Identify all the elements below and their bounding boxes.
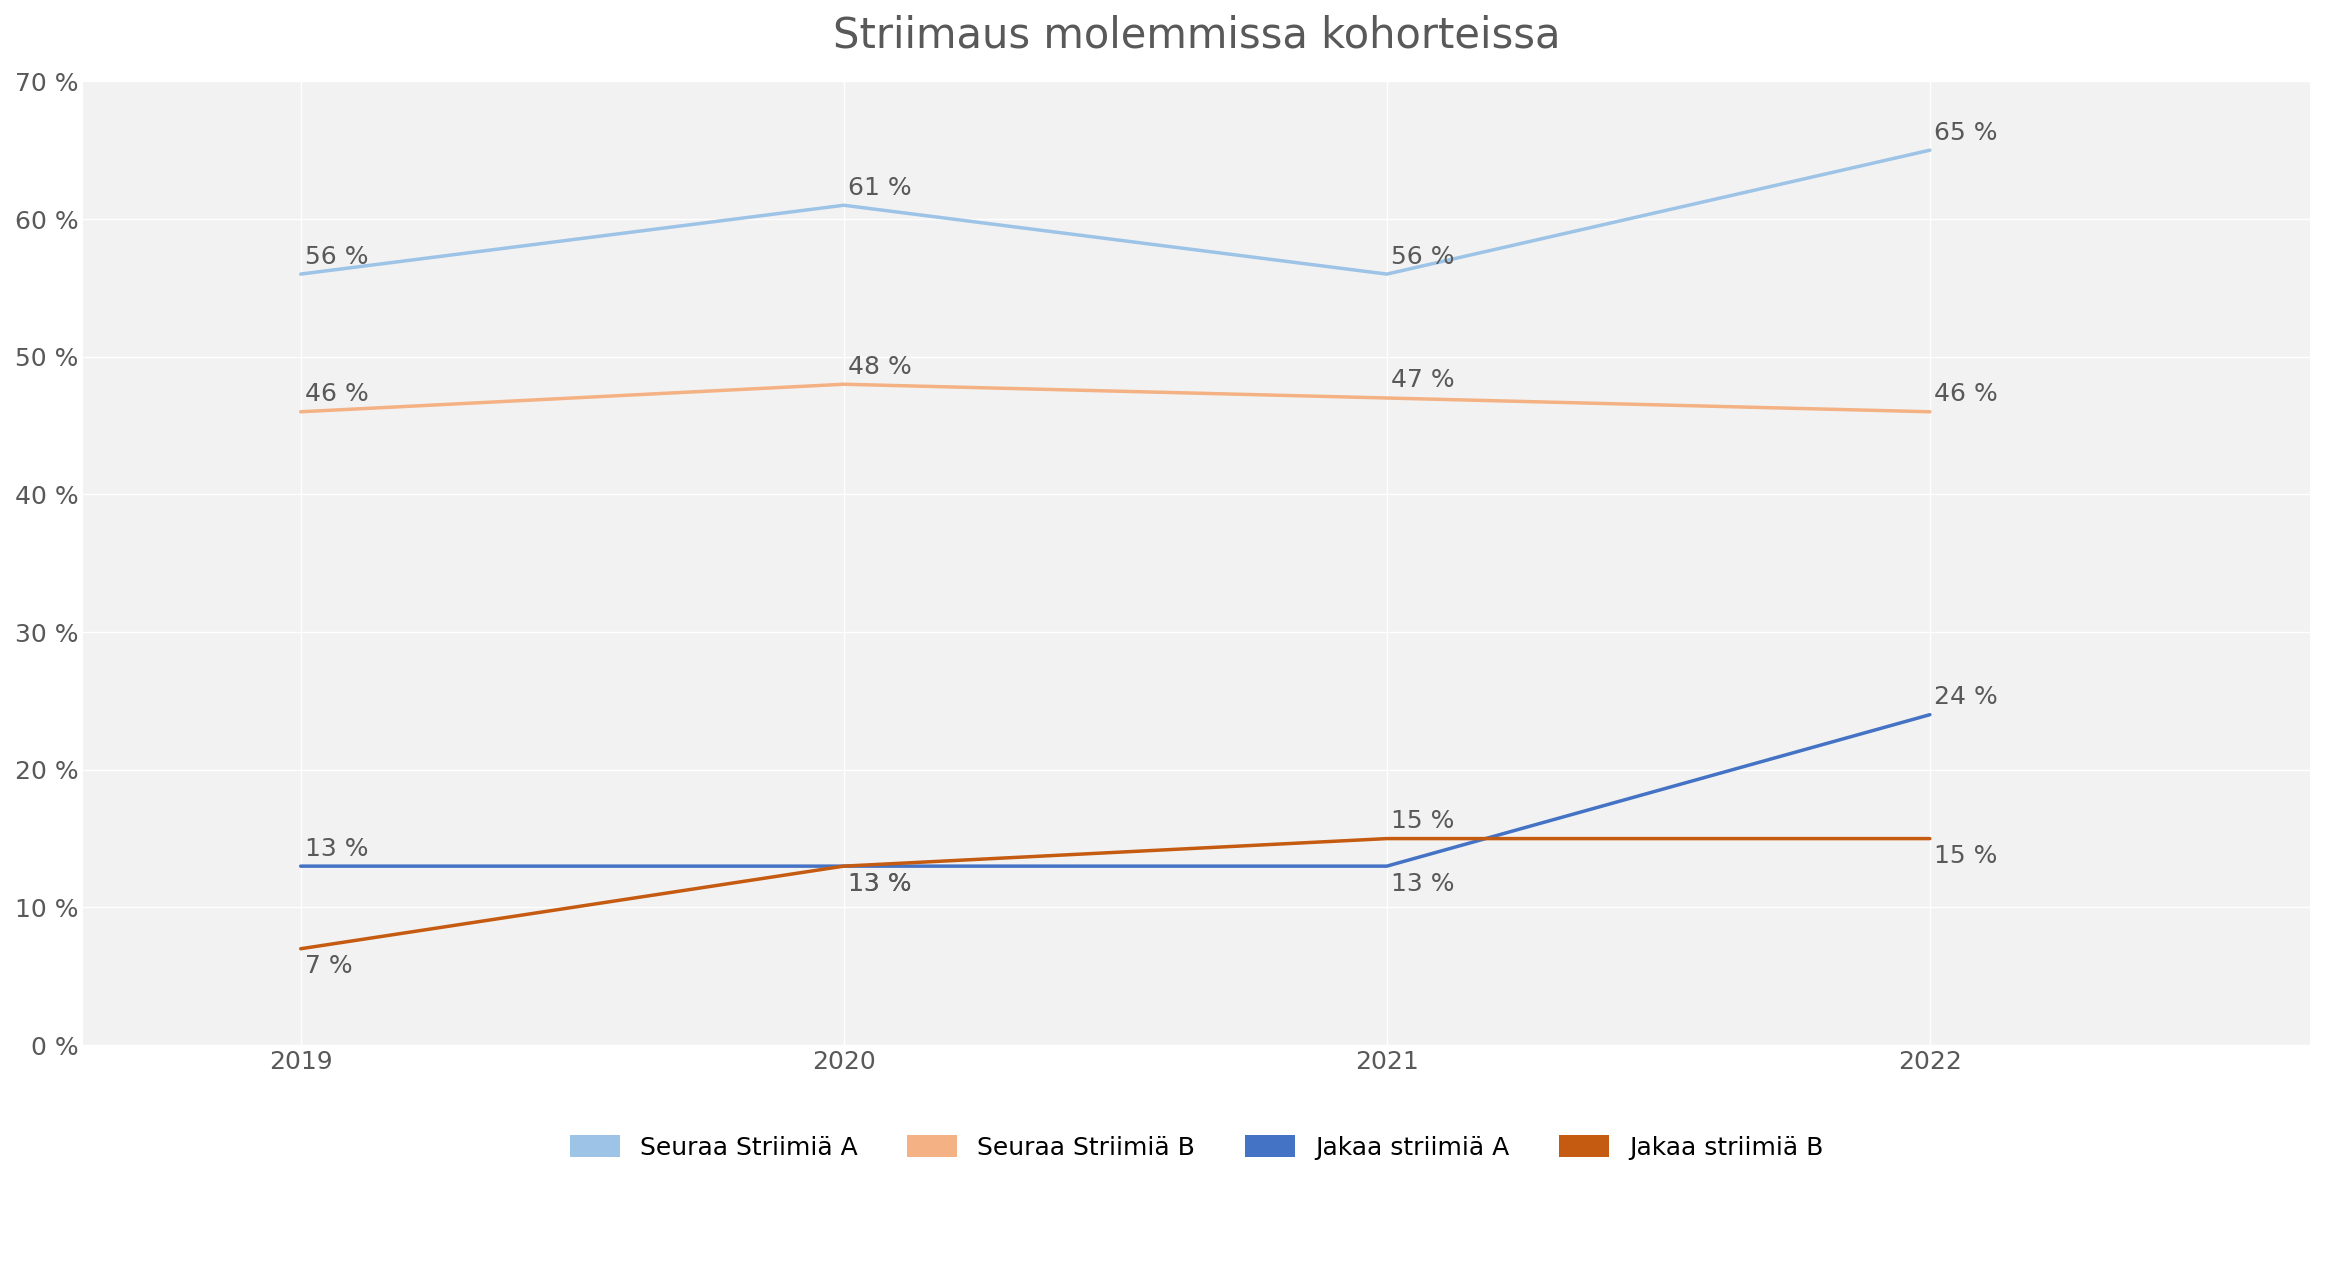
Line: Seuraa Striimiä B: Seuraa Striimiä B bbox=[300, 385, 1930, 412]
Seuraa Striimiä A bbox=[1916, 142, 1944, 158]
Text: 65 %: 65 % bbox=[1934, 121, 1997, 145]
Jakaa striimiä B bbox=[286, 941, 314, 956]
Text: 13 %: 13 % bbox=[849, 871, 911, 895]
Legend: Seuraa Striimiä A, Seuraa Striimiä B, Jakaa striimiä A, Jakaa striimiä B: Seuraa Striimiä A, Seuraa Striimiä B, Ja… bbox=[560, 1125, 1834, 1170]
Text: 61 %: 61 % bbox=[849, 175, 911, 199]
Text: 56 %: 56 % bbox=[305, 245, 367, 269]
Line: Jakaa striimiä B: Jakaa striimiä B bbox=[300, 839, 1930, 948]
Seuraa Striimiä B bbox=[830, 377, 858, 392]
Jakaa striimiä B bbox=[1372, 831, 1400, 846]
Jakaa striimiä A bbox=[286, 859, 314, 874]
Text: 48 %: 48 % bbox=[849, 354, 911, 378]
Line: Jakaa striimiä A: Jakaa striimiä A bbox=[300, 715, 1930, 866]
Jakaa striimiä A bbox=[830, 859, 858, 874]
Jakaa striimiä A bbox=[1916, 707, 1944, 723]
Text: 15 %: 15 % bbox=[1390, 810, 1455, 834]
Text: 46 %: 46 % bbox=[305, 382, 370, 406]
Text: 56 %: 56 % bbox=[1390, 245, 1455, 269]
Title: Striimaus molemmissa kohorteissa: Striimaus molemmissa kohorteissa bbox=[832, 15, 1560, 57]
Jakaa striimiä A bbox=[1372, 859, 1400, 874]
Line: Seuraa Striimiä A: Seuraa Striimiä A bbox=[300, 150, 1930, 274]
Text: 13 %: 13 % bbox=[1390, 871, 1455, 895]
Text: 24 %: 24 % bbox=[1934, 685, 1997, 709]
Seuraa Striimiä B bbox=[286, 405, 314, 420]
Seuraa Striimiä A bbox=[1372, 266, 1400, 281]
Text: 7 %: 7 % bbox=[305, 955, 353, 979]
Jakaa striimiä B bbox=[1916, 831, 1944, 846]
Text: 47 %: 47 % bbox=[1390, 368, 1455, 392]
Seuraa Striimiä B bbox=[1372, 391, 1400, 406]
Seuraa Striimiä B bbox=[1916, 405, 1944, 420]
Text: 13 %: 13 % bbox=[305, 836, 367, 860]
Text: 46 %: 46 % bbox=[1934, 382, 1997, 406]
Seuraa Striimiä A bbox=[830, 198, 858, 213]
Jakaa striimiä B bbox=[830, 859, 858, 874]
Text: 13 %: 13 % bbox=[849, 871, 911, 895]
Seuraa Striimiä A bbox=[286, 266, 314, 281]
Text: 15 %: 15 % bbox=[1934, 844, 1997, 868]
